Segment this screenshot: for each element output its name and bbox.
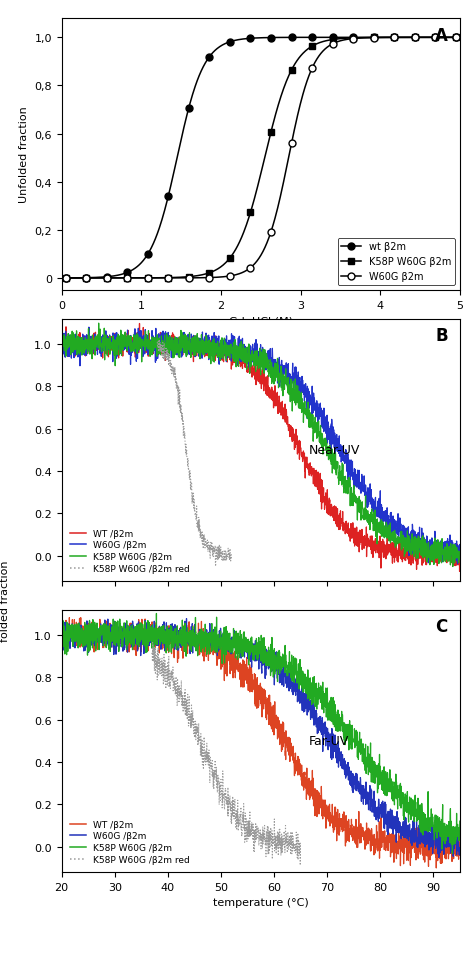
Text: A: A [435,28,448,45]
Legend: WT /β2m, W60G /β2m, K58P W60G /β2m, K58P W60G /β2m red: WT /β2m, W60G /β2m, K58P W60G /β2m, K58P… [66,525,193,577]
Text: B: B [435,327,448,345]
X-axis label: GdnHCl (M): GdnHCl (M) [228,315,293,326]
Text: Far-UV: Far-UV [309,735,349,747]
Legend: WT /β2m, W60G /β2m, K58P W60G /β2m, K58P W60G /β2m red: WT /β2m, W60G /β2m, K58P W60G /β2m, K58P… [66,816,193,867]
Y-axis label: Unfolded fraction: Unfolded fraction [18,107,29,203]
Text: C: C [436,618,448,636]
Text: Near-UV: Near-UV [309,444,360,456]
Text: folded fraction: folded fraction [0,559,10,641]
X-axis label: temperature (°C): temperature (°C) [213,897,309,907]
Legend: wt β2m, K58P W60G β2m, W60G β2m: wt β2m, K58P W60G β2m, W60G β2m [337,238,455,286]
